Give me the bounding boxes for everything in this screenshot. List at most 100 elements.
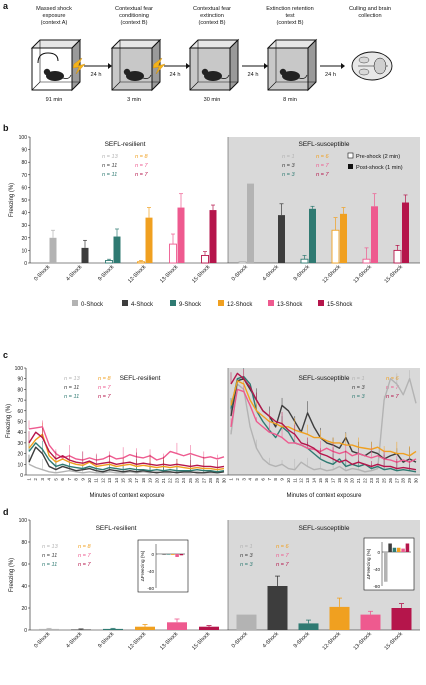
n-label: n = 7	[78, 553, 91, 559]
bar-post	[278, 215, 285, 263]
stage-title: (context B)	[276, 20, 303, 26]
y-tick-label: 0	[20, 473, 23, 479]
stage-title: conditioning	[119, 13, 149, 19]
x-tick-label: 10	[87, 478, 92, 484]
bar-post	[81, 247, 89, 263]
series-line	[28, 426, 225, 461]
y-tick-label: 10	[17, 462, 23, 468]
stage-title: test	[285, 13, 294, 19]
n-label: n = 7	[276, 553, 289, 559]
n-label: n = 3	[352, 385, 365, 391]
rat-tail	[142, 74, 152, 79]
inset-tick-label: -40	[147, 569, 154, 574]
y-tick-label: 50	[21, 198, 27, 204]
x-tick-label: 9	[280, 478, 285, 481]
x-tick-label: 9-Shock	[97, 264, 115, 282]
y-tick-label: 40	[21, 211, 27, 217]
x-tick-label: 4-Shock	[65, 631, 83, 649]
x-tick-label: 18	[337, 478, 342, 484]
series-line	[230, 388, 417, 463]
y-tick-label: 20	[21, 236, 27, 242]
group-title-susceptible: SEFL-susceptible	[299, 375, 350, 382]
n-label: n = 6	[386, 376, 399, 382]
bar	[391, 608, 412, 630]
stage-duration: 3 min	[127, 97, 141, 103]
y-axis-label: Freezing (%)	[9, 183, 15, 217]
y-tick-label: 80	[21, 160, 27, 166]
bar-pre	[201, 254, 209, 264]
bar-post	[402, 202, 409, 263]
inset-bar	[179, 554, 184, 556]
x-tick-label: 21	[356, 478, 361, 484]
box-side	[229, 38, 239, 92]
bar-pre	[169, 243, 177, 264]
bar	[103, 628, 123, 630]
x-tick-label: 3	[241, 478, 246, 481]
arrow-head	[341, 63, 345, 69]
n-label: n = 7	[316, 172, 329, 178]
y-tick-label: 100	[19, 518, 28, 524]
bar-pre	[300, 258, 309, 264]
stage-title: (context B)	[198, 20, 225, 26]
n-label: n = 11	[102, 163, 117, 169]
bar-pre	[331, 229, 340, 264]
x-tick-label: 16	[324, 478, 329, 484]
x-tick-label: 21	[161, 478, 166, 484]
legend-label: 12-Shock	[227, 302, 253, 308]
stage-title: Massed shock	[36, 6, 72, 12]
x-tick-label: 4-Shock	[262, 264, 280, 282]
group-title-resilient: SEFL-resilient	[105, 141, 146, 148]
x-tick-label: 22	[362, 478, 367, 484]
legend-swatch	[218, 300, 224, 306]
x-axis-label: Minutes of context exposure	[286, 493, 362, 499]
series-line	[28, 463, 225, 474]
x-tick-label: 7	[67, 478, 72, 481]
n-label: n = 1	[240, 544, 253, 550]
brain-lobe	[358, 56, 370, 64]
x-tick-label: 10	[286, 478, 291, 484]
rat-icon	[126, 71, 144, 81]
x-tick-label: 15-Shock	[191, 264, 212, 285]
n-label: n = 8	[78, 544, 91, 550]
bar-post	[49, 237, 57, 263]
inset-tick-label: -40	[373, 567, 380, 572]
y-axis-label: Freezing (%)	[9, 558, 15, 592]
bar	[298, 623, 319, 630]
series-line	[230, 372, 417, 471]
inset-bar	[405, 543, 410, 552]
x-tick-label: 9-Shock	[293, 631, 311, 649]
x-tick-label: 6	[60, 478, 65, 481]
bar-post	[113, 236, 121, 263]
y-tick-label: 80	[17, 387, 23, 393]
bar-pre	[393, 249, 402, 264]
x-tick-label: 24	[375, 478, 380, 484]
y-tick-label: 20	[17, 452, 23, 458]
x-tick-label: 0-Shock	[33, 631, 51, 649]
bar-post	[177, 207, 185, 263]
bar-post	[247, 183, 254, 263]
group-title-susceptible: SEFL-susceptible	[299, 141, 350, 148]
rat-tail	[62, 74, 72, 79]
x-tick-label: 9-Shock	[293, 264, 311, 282]
n-label: n = 3	[282, 163, 295, 169]
bar	[236, 614, 257, 630]
rat-head	[123, 68, 131, 76]
x-tick-label: 4	[248, 478, 253, 481]
bar	[360, 614, 381, 630]
x-tick-label: 11	[292, 478, 297, 483]
brain-lobe	[358, 68, 370, 76]
x-tick-label: 30	[222, 478, 227, 484]
y-tick-label: 30	[17, 441, 23, 447]
y-axis-label: Freezing (%)	[6, 404, 12, 438]
bar-post	[340, 213, 347, 263]
rat-tail	[298, 74, 308, 79]
legend-pre-swatch	[347, 152, 354, 159]
legend-label: 13-Shock	[277, 302, 303, 308]
legend-post-swatch	[348, 164, 353, 169]
y-tick-label: 0	[24, 261, 27, 267]
bar	[71, 629, 91, 630]
legend-swatch	[122, 300, 128, 306]
x-tick-label: 28	[401, 478, 406, 484]
x-tick-label: 15-Shock	[191, 631, 212, 652]
x-tick-label: 12-Shock	[322, 264, 343, 285]
